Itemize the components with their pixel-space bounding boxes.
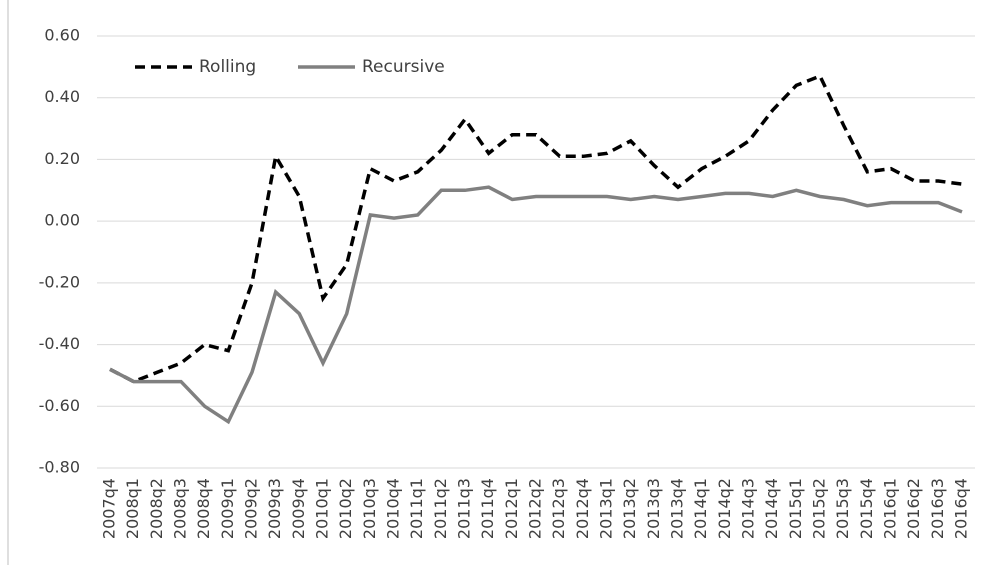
x-tick-label: 2010q1 bbox=[313, 478, 332, 539]
y-tick-label: -0.60 bbox=[39, 396, 80, 415]
x-tick-label: 2015q4 bbox=[857, 478, 876, 539]
x-tick-label: 2009q3 bbox=[265, 478, 284, 539]
x-tick-label: 2013q4 bbox=[668, 478, 687, 539]
x-tick-label: 2008q4 bbox=[194, 478, 213, 539]
x-tick-label: 2011q2 bbox=[431, 478, 450, 539]
x-tick-label: 2010q4 bbox=[384, 478, 403, 539]
series-line bbox=[109, 73, 963, 384]
y-tick-label: 0.60 bbox=[44, 26, 80, 45]
x-tick-label: 2016q4 bbox=[952, 478, 971, 539]
x-tick-label: 2009q1 bbox=[218, 478, 237, 539]
x-tick-label: 2007q4 bbox=[100, 478, 119, 539]
x-tick-label: 2015q2 bbox=[810, 478, 829, 539]
x-tick-label: 2014q2 bbox=[715, 478, 734, 539]
x-tick-label: 2016q1 bbox=[881, 478, 900, 539]
x-tick-label: 2010q3 bbox=[360, 478, 379, 539]
legend-label: Rolling bbox=[199, 57, 256, 77]
x-tick-label: 2014q3 bbox=[739, 478, 758, 539]
x-tick-label: 2014q1 bbox=[691, 478, 710, 539]
y-tick-label: 0.20 bbox=[44, 149, 80, 168]
y-tick-label: 0.40 bbox=[44, 87, 80, 106]
y-tick-label: -0.80 bbox=[39, 458, 80, 477]
x-tick-label: 2012q4 bbox=[573, 478, 592, 539]
x-tick-label: 2015q1 bbox=[786, 478, 805, 539]
x-tick-label: 2009q2 bbox=[242, 478, 261, 539]
x-tick-label: 2009q4 bbox=[289, 478, 308, 539]
x-tick-label: 2012q3 bbox=[549, 478, 568, 539]
series-line bbox=[109, 185, 963, 425]
x-tick-label: 2016q3 bbox=[928, 478, 947, 539]
x-tick-label: 2008q2 bbox=[147, 478, 166, 539]
x-tick-label: 2012q1 bbox=[502, 478, 521, 539]
x-tick-label: 2008q1 bbox=[123, 478, 142, 539]
x-tick-label: 2012q2 bbox=[526, 478, 545, 539]
legend-label: Recursive bbox=[362, 57, 445, 77]
x-tick-label: 2013q1 bbox=[597, 478, 616, 539]
x-tick-label: 2013q3 bbox=[644, 478, 663, 539]
x-tick-label: 2010q2 bbox=[336, 478, 355, 539]
y-tick-label: 0.00 bbox=[44, 211, 80, 230]
x-tick-label: 2011q1 bbox=[407, 478, 426, 539]
x-tick-label: 2014q4 bbox=[762, 478, 781, 539]
x-tick-label: 2016q2 bbox=[904, 478, 923, 539]
y-tick-label: -0.40 bbox=[39, 334, 80, 353]
x-tick-label: 2011q4 bbox=[478, 478, 497, 539]
x-tick-label: 2011q3 bbox=[455, 478, 474, 539]
y-tick-label: -0.20 bbox=[39, 272, 80, 291]
x-tick-label: 2008q3 bbox=[171, 478, 190, 539]
x-tick-label: 2013q2 bbox=[620, 478, 639, 539]
x-tick-label: 2015q3 bbox=[833, 478, 852, 539]
